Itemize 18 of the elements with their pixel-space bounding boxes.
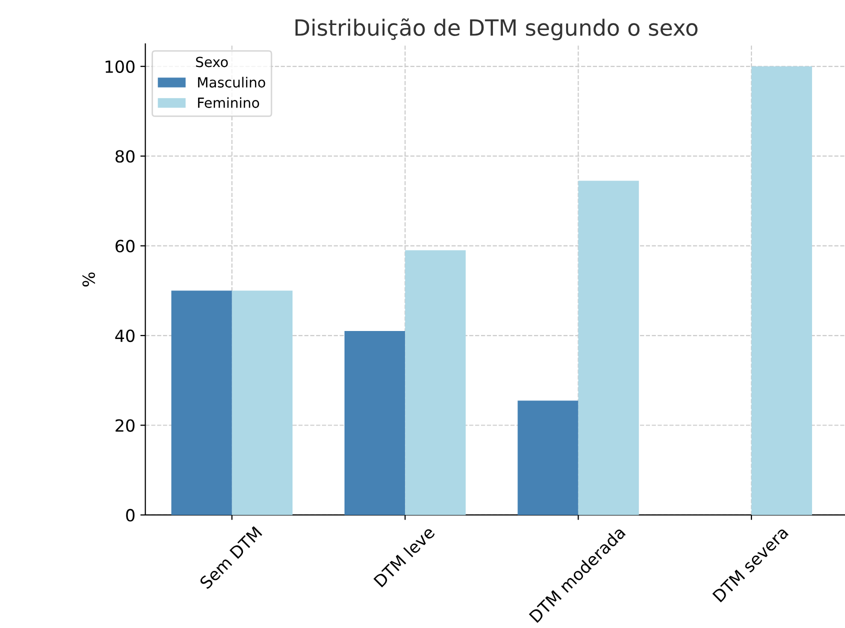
bar [405,250,466,515]
legend-title: Sexo [196,56,228,68]
bar [578,180,639,515]
bar [518,400,578,515]
bar [171,290,232,515]
y-tick-label: 40 [115,329,135,342]
bar [344,331,406,515]
y-tick-label: 20 [116,419,135,432]
y-axis-title: % [82,272,96,286]
y-tick-label: 100 [106,60,135,73]
bar [751,66,812,515]
bar [232,290,293,515]
y-tick-label: 60 [116,240,135,252]
legend-label: Masculino [198,76,266,88]
y-tick-label: 0 [126,508,135,522]
y-tick-label: 80 [116,150,135,163]
legend-label: Feminino [198,97,260,108]
chart-title: Distribuição de DTM segundo o sexo [296,18,698,40]
